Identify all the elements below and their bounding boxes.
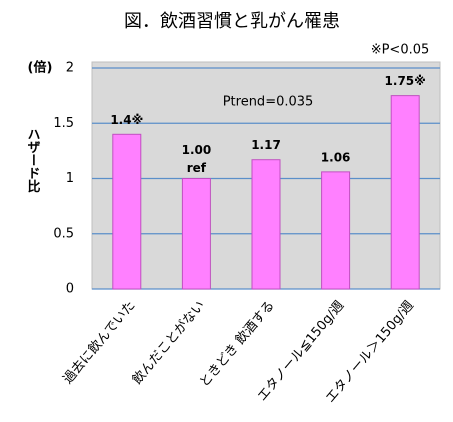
value-label: 1.00 xyxy=(182,143,212,157)
y-unit-label: (倍) xyxy=(28,60,53,76)
significance-note: ※P<0.05 xyxy=(371,43,430,58)
x-tick-label: 過去に飲んでいた xyxy=(60,298,139,387)
value-label: 1.4※ xyxy=(110,113,143,127)
y-tick-label: 0.5 xyxy=(53,226,74,241)
y-tick-label: 2 xyxy=(66,61,74,76)
reference-label: ref xyxy=(187,161,207,175)
trend-annotation: Ptrend=0.035 xyxy=(223,95,314,110)
value-label: 1.17 xyxy=(251,138,281,152)
chart-title: 図．飲酒習慣と乳がん罹患 xyxy=(124,11,340,32)
y-tick-label: 1 xyxy=(66,171,74,186)
bar xyxy=(181,178,211,290)
bar xyxy=(321,171,351,290)
value-label: 1.75※ xyxy=(385,74,426,88)
value-label: 1.06 xyxy=(321,150,351,164)
x-tick-label: 飲んだことがない xyxy=(129,298,208,388)
bar xyxy=(390,95,420,290)
y-tick-label: 1.5 xyxy=(53,116,74,131)
y-axis-label: ハザード比 xyxy=(25,128,41,194)
bar xyxy=(251,159,281,290)
y-tick-label: 0 xyxy=(66,282,74,297)
bar xyxy=(112,133,142,290)
x-tick-label: ときどき 飲酒する xyxy=(196,298,278,391)
